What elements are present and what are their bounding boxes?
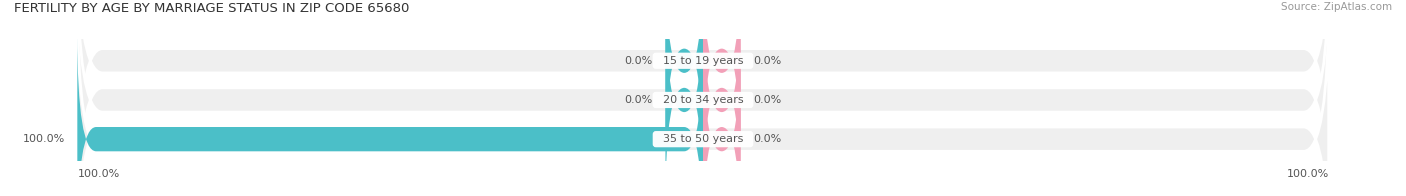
FancyBboxPatch shape xyxy=(77,0,1329,196)
Text: 100.0%: 100.0% xyxy=(1286,169,1329,179)
Text: 20 to 34 years: 20 to 34 years xyxy=(655,95,751,105)
Text: 0.0%: 0.0% xyxy=(754,56,782,66)
Text: 100.0%: 100.0% xyxy=(22,134,65,144)
FancyBboxPatch shape xyxy=(77,34,703,196)
FancyBboxPatch shape xyxy=(703,34,741,196)
FancyBboxPatch shape xyxy=(77,0,1329,196)
FancyBboxPatch shape xyxy=(77,0,1329,196)
Text: 0.0%: 0.0% xyxy=(754,95,782,105)
FancyBboxPatch shape xyxy=(665,0,703,166)
FancyBboxPatch shape xyxy=(703,0,741,196)
Text: 0.0%: 0.0% xyxy=(624,56,652,66)
Text: Source: ZipAtlas.com: Source: ZipAtlas.com xyxy=(1281,2,1392,12)
FancyBboxPatch shape xyxy=(703,0,741,166)
Text: 15 to 19 years: 15 to 19 years xyxy=(655,56,751,66)
Text: 0.0%: 0.0% xyxy=(624,95,652,105)
Text: 0.0%: 0.0% xyxy=(754,134,782,144)
Text: 35 to 50 years: 35 to 50 years xyxy=(655,134,751,144)
Text: 100.0%: 100.0% xyxy=(77,169,120,179)
FancyBboxPatch shape xyxy=(665,0,703,196)
Text: FERTILITY BY AGE BY MARRIAGE STATUS IN ZIP CODE 65680: FERTILITY BY AGE BY MARRIAGE STATUS IN Z… xyxy=(14,2,409,15)
